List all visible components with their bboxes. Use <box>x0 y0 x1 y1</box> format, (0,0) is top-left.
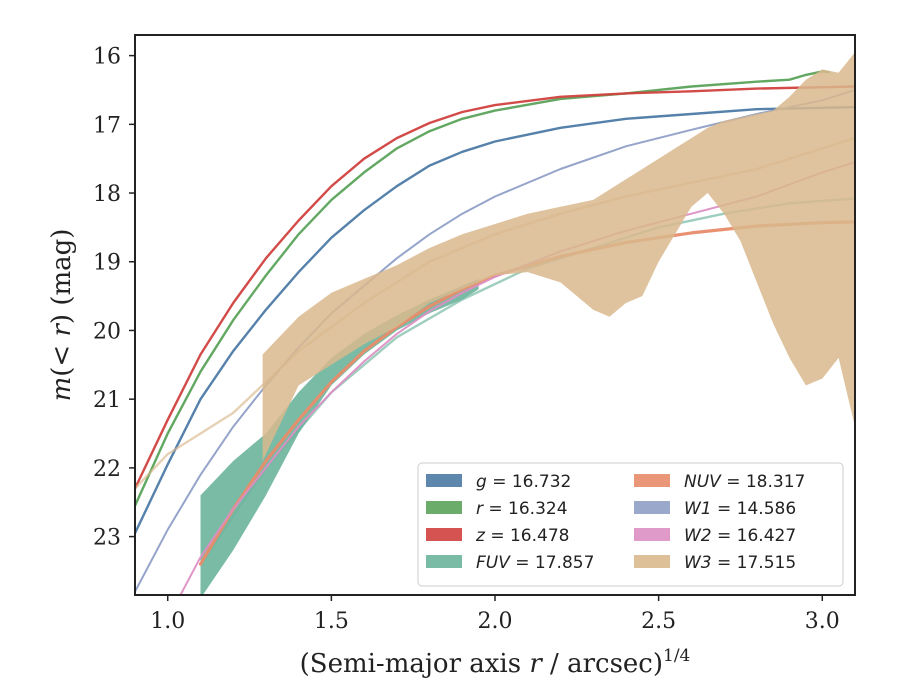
y-tick-label: 18 <box>93 182 121 207</box>
legend-label-r: r = 16.324 <box>476 499 568 519</box>
legend-label-w2: W2 = 16.427 <box>684 526 796 546</box>
x-tick-label: 2.0 <box>478 609 513 634</box>
legend-label-g: g = 16.732 <box>476 472 571 492</box>
x-tick-label: 2.5 <box>641 609 676 634</box>
legend: g = 16.732 r = 16.324 z = 16.478 FUV = 17.8… <box>417 462 844 587</box>
legend-label-w3: W3 = 17.515 <box>684 553 796 573</box>
legend-label-nuv: NUV = 18.317 <box>684 472 805 492</box>
series-g-line <box>135 105 855 535</box>
legend-label-fuv: FUV = 17.857 <box>476 553 594 573</box>
legend-swatch-w2 <box>634 528 670 541</box>
y-tick-label: 23 <box>93 526 121 551</box>
y-tick-label: 19 <box>93 251 121 276</box>
x-axis-label: (Semi-major axis r / arcsec)1/4 <box>300 646 691 679</box>
series-layer <box>135 52 855 595</box>
legend-swatch-w3 <box>634 555 670 568</box>
y-tick-label: 22 <box>93 457 121 482</box>
legend-swatch-r <box>426 501 462 514</box>
series-w1-line <box>135 89 855 593</box>
y-tick-label: 21 <box>93 388 121 413</box>
x-tick-label: 3.0 <box>805 609 840 634</box>
tick-layer: 1.0 1.5 2.0 2.5 3.0 16 17 18 19 20 21 22 23 <box>93 45 840 634</box>
legend-label-w1: W1 = 14.586 <box>684 499 796 519</box>
series-nuv-line <box>198 220 855 566</box>
series-w3-line <box>135 136 855 490</box>
legend-swatch-nuv <box>634 474 670 487</box>
y-tick-label: 20 <box>93 319 121 344</box>
legend-frame <box>417 462 844 587</box>
legend-swatch-g <box>426 474 462 487</box>
series-w3-band <box>262 52 855 461</box>
x-tick-label: 1.5 <box>314 609 349 634</box>
legend-swatch-z <box>426 528 462 541</box>
x-tick-label: 1.0 <box>150 609 185 634</box>
series-w2-line <box>179 161 855 595</box>
y-axis-label: m(< r) (mag) <box>47 229 77 402</box>
y-tick-label: 16 <box>93 45 121 70</box>
series-z-line <box>135 85 855 490</box>
legend-swatch-w1 <box>634 501 670 514</box>
series-r-line <box>135 70 830 507</box>
legend-swatch-fuv <box>426 555 462 568</box>
y-tick-label: 17 <box>93 113 121 138</box>
legend-label-z: z = 16.478 <box>475 526 569 546</box>
